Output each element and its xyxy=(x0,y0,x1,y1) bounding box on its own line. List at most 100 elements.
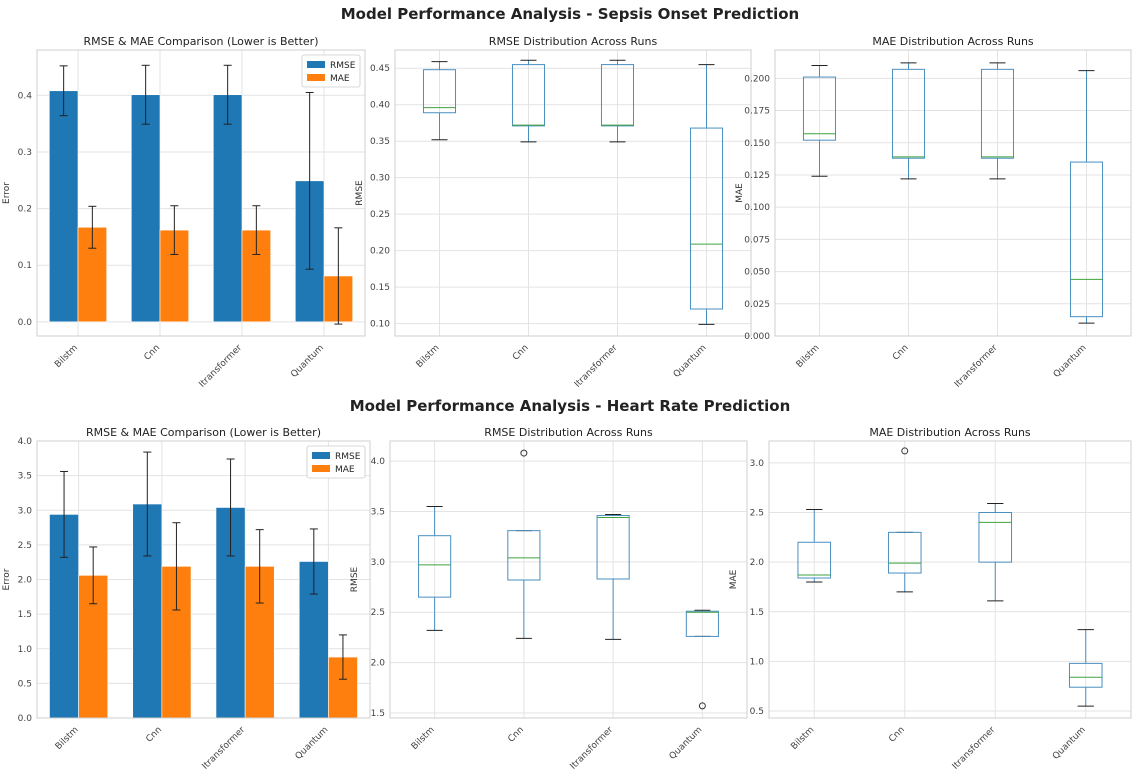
box-itransformer xyxy=(978,503,1013,602)
x-tick-label: Itransformer xyxy=(953,343,1000,390)
y-tick-label: 0.000 xyxy=(744,332,770,342)
x-tick-label: Cnn xyxy=(887,725,907,745)
x-tick-label: Bilstm xyxy=(415,343,442,370)
x-tick-label: Itransformer xyxy=(197,343,244,390)
bar-rmse xyxy=(213,94,243,323)
box-iqr xyxy=(887,531,922,574)
y-tick-label: 0.10 xyxy=(370,320,390,330)
box-bilstm xyxy=(422,61,457,141)
box-bilstm xyxy=(797,509,832,583)
plot-frame xyxy=(774,49,1132,337)
legend-swatch xyxy=(312,465,330,472)
y-tick-label: 1.5 xyxy=(18,610,32,620)
bar-rmse xyxy=(131,94,161,323)
legend-swatch xyxy=(312,452,330,459)
error-bar xyxy=(309,528,318,595)
plot-area xyxy=(390,441,747,718)
y-tick-label: 3.5 xyxy=(18,472,32,482)
box-iqr xyxy=(600,64,635,127)
y-tick-label: 3.5 xyxy=(371,508,385,518)
y-axis-label: RMSE xyxy=(350,566,360,592)
y-axis-label: Error xyxy=(2,568,12,590)
panel-1: 0.0 0.1 0.2 0.3 0.4 Error RMSE & MAE Compariso… xyxy=(2,35,366,390)
y-tick-label: 2.0 xyxy=(750,558,765,568)
box-itransformer xyxy=(596,514,630,640)
box-cnn xyxy=(507,449,541,639)
x-tick-label: Cnn xyxy=(506,725,526,745)
box-iqr xyxy=(802,76,837,141)
panel-title: RMSE Distribution Across Runs xyxy=(489,35,658,48)
box-iqr xyxy=(1069,161,1104,318)
panel-title: RMSE & MAE Comparison (Lower is Better) xyxy=(86,426,321,439)
y-tick-label: 4.0 xyxy=(371,457,386,467)
plot-frame xyxy=(768,440,1132,719)
box-itransformer xyxy=(980,62,1015,180)
x-tick-label: Bilstm xyxy=(789,725,816,752)
y-tick-label: 0.30 xyxy=(370,174,390,184)
box-iqr xyxy=(685,610,719,637)
box-iqr xyxy=(422,69,457,114)
legend-swatch xyxy=(307,61,325,68)
y-tick-label: 0.0 xyxy=(18,318,33,328)
error-bar xyxy=(172,522,181,611)
x-tick-label: Quantum xyxy=(1051,725,1088,762)
box-bilstm xyxy=(802,64,837,177)
box-cnn xyxy=(891,62,926,180)
plot-frame xyxy=(389,440,748,719)
legend: RMSE MAE xyxy=(301,54,361,88)
box-iqr xyxy=(418,535,452,598)
box-quantum xyxy=(1068,629,1103,707)
x-tick-label: Itransformer xyxy=(573,343,620,390)
box-iqr xyxy=(511,64,546,127)
box-iqr xyxy=(797,541,832,579)
error-bar xyxy=(141,64,150,125)
y-tick-label: 0.0 xyxy=(18,714,33,724)
y-tick-label: 0.5 xyxy=(18,679,32,689)
box-iqr xyxy=(1068,662,1103,688)
panel-3: 0.000 0.025 0.050 0.075 0.100 0.125 0.150 0.175… xyxy=(735,35,1132,390)
x-tick-label: Quantum xyxy=(668,725,705,762)
y-tick-label: 2.0 xyxy=(371,659,386,669)
error-bar xyxy=(338,634,347,680)
x-tick-label: Cnn xyxy=(144,725,164,745)
y-tick-label: 1.0 xyxy=(750,657,765,667)
outlier-point xyxy=(520,449,528,457)
panel-title: MAE Distribution Across Runs xyxy=(869,426,1031,439)
error-bar xyxy=(255,529,264,604)
box-iqr xyxy=(689,127,724,310)
y-tick-label: 3.0 xyxy=(750,459,765,469)
panel-6: 0.5 1.0 1.5 2.0 2.5 3.0 MAE MAE Distribution Ac… xyxy=(729,426,1132,772)
box-cnn xyxy=(887,447,922,593)
y-axis-label: MAE xyxy=(735,183,745,203)
y-tick-label: 0.075 xyxy=(744,235,770,245)
y-tick-label: 2.5 xyxy=(750,508,764,518)
x-tick-label: Bilstm xyxy=(795,343,822,370)
error-bar xyxy=(305,91,314,270)
panel-title: RMSE Distribution Across Runs xyxy=(484,426,653,439)
box-quantum xyxy=(689,64,724,325)
error-bar xyxy=(226,458,235,557)
error-bar xyxy=(89,546,98,605)
y-tick-label: 1.5 xyxy=(750,608,764,618)
y-tick-label: 0.45 xyxy=(370,64,390,74)
box-iqr xyxy=(980,68,1015,159)
plot-frame xyxy=(36,49,366,337)
x-tick-label: Itransformer xyxy=(201,725,248,772)
error-bar xyxy=(170,205,179,255)
legend: RMSE MAE xyxy=(306,445,366,479)
plot-frame xyxy=(394,49,752,337)
legend-label: RMSE xyxy=(330,61,356,71)
y-tick-label: 0.5 xyxy=(750,707,764,717)
outlier-point xyxy=(698,702,706,710)
y-axis-label: RMSE xyxy=(355,180,365,206)
x-tick-label: Bilstm xyxy=(410,725,437,752)
panel-2: 0.10 0.15 0.20 0.25 0.30 0.35 0.40 0.45 RMSE RMSE… xyxy=(355,35,752,390)
box-iqr xyxy=(507,530,541,581)
box-itransformer xyxy=(600,59,635,143)
y-tick-label: 2.0 xyxy=(18,576,33,586)
x-tick-label: Quantum xyxy=(294,725,331,762)
outlier-point xyxy=(901,447,909,455)
box-iqr xyxy=(978,511,1013,563)
legend-label: RMSE xyxy=(335,452,361,462)
